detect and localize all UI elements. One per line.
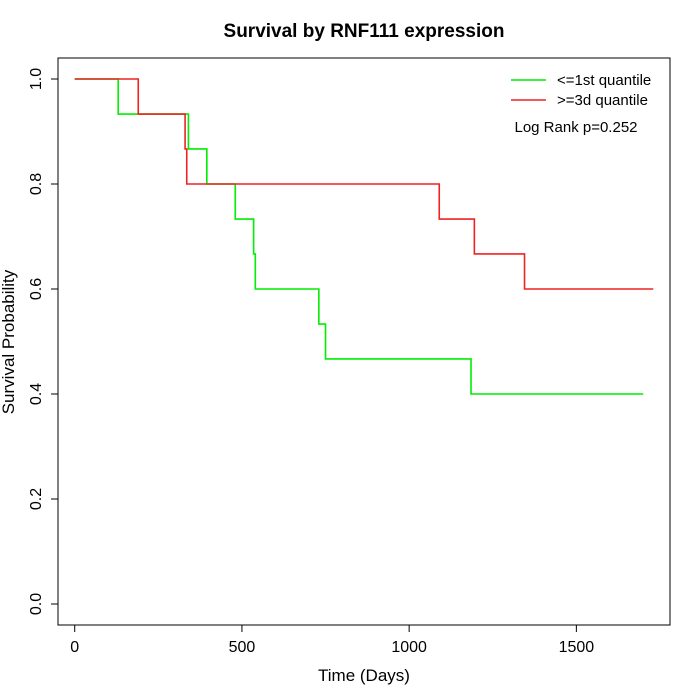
y-tick-label: 0.0	[28, 593, 45, 615]
y-axis-label: Survival Probability	[0, 269, 18, 414]
legend-label-1: <=1st quantile	[557, 72, 651, 89]
y-tick-label: 1.0	[28, 68, 45, 90]
x-axis-label: Time (Days)	[318, 666, 410, 685]
y-tick-label: 0.2	[28, 488, 45, 510]
series-line-1	[74, 78, 644, 395]
chart-title: Survival by RNF111 expression	[224, 21, 505, 42]
x-axis: 0 500 1000 1500	[70, 624, 595, 656]
x-tick-label: 500	[229, 639, 256, 656]
y-tick-label: 0.4	[28, 383, 45, 405]
y-axis: 0.0 0.2 0.4 0.6 0.8 1.0	[28, 68, 59, 615]
x-tick-label: 1500	[559, 639, 595, 656]
y-tick-label: 0.8	[28, 173, 45, 195]
x-tick-label: 1000	[391, 639, 427, 656]
series-line-2	[74, 78, 654, 290]
x-tick-label: 0	[70, 639, 79, 656]
log-rank-annotation: Log Rank p=0.252	[514, 119, 637, 136]
plot-frame	[57, 57, 671, 626]
y-tick-label: 0.6	[28, 278, 45, 300]
legend-label-2: >=3d quantile	[557, 92, 648, 109]
legend: <=1st quantile >=3d quantile	[511, 72, 651, 109]
series-layer	[74, 78, 654, 395]
